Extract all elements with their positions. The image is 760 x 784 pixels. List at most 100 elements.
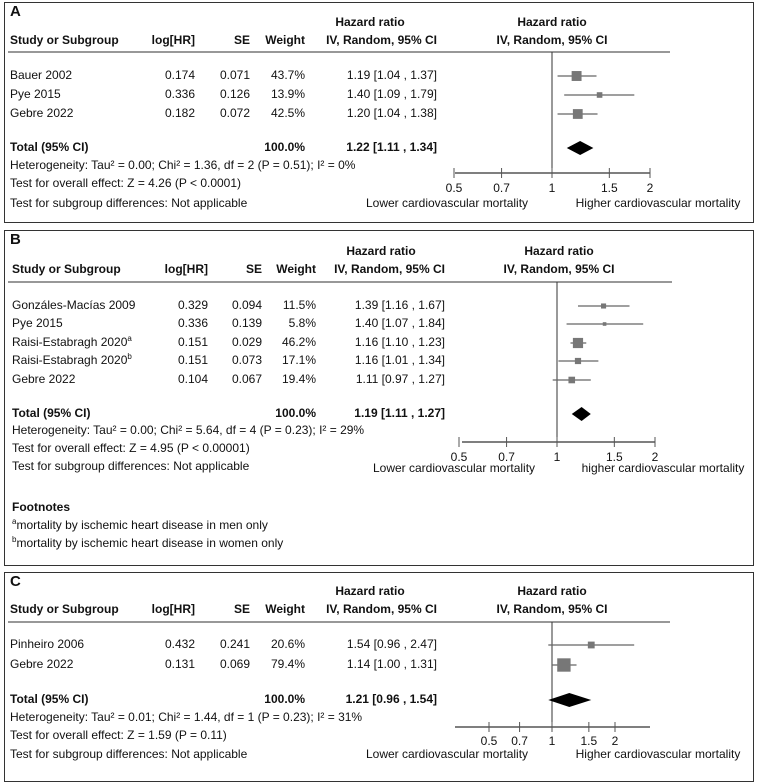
favours-higher-label: Higher cardiovascular mortality (576, 196, 741, 210)
total-hr-ci: 1.21 [0.96 , 1.54] (346, 692, 437, 706)
study-marker (587, 641, 595, 649)
plot-column-title: Hazard ratio (517, 15, 586, 29)
log-hr-value: 0.336 (178, 316, 208, 330)
hr-method-header: IV, Random, 95% CI (326, 33, 437, 47)
panel-b-frame (4, 230, 754, 566)
weight-value: 20.6% (271, 637, 305, 651)
log-hr-value: 0.336 (165, 87, 195, 101)
se-value: 0.069 (220, 657, 250, 671)
se-value: 0.094 (232, 298, 262, 312)
log-hr-value: 0.329 (178, 298, 208, 312)
study-name: Gebre 2022 (10, 106, 74, 120)
x-tick-label: 1 (554, 450, 561, 464)
study-marker (572, 109, 583, 119)
log-hr-column-header: log[HR] (165, 262, 208, 276)
plot-method-header: IV, Random, 95% CI (497, 33, 608, 47)
study-name: Pye 2015 (10, 87, 61, 101)
panel-a-frame (4, 2, 754, 223)
x-tick-label: 2 (652, 450, 659, 464)
study-name: Bauer 2002 (10, 68, 72, 82)
x-tick-label: 0.7 (493, 181, 510, 195)
study-column-header: Study or Subgroup (12, 262, 121, 276)
study-name-text: Gebre 2022 (10, 657, 74, 671)
hr-column-title: Hazard ratio (335, 15, 404, 29)
x-tick-label: 0.5 (481, 734, 498, 748)
log-hr-value: 0.104 (178, 372, 208, 386)
panel-c-frame (4, 572, 754, 782)
study-marker (596, 92, 603, 98)
study-name: Gebre 2022 (12, 372, 76, 386)
x-tick-label: 1.5 (601, 181, 618, 195)
total-label: Total (95% CI) (10, 692, 88, 706)
footnote-text: mortality by ischemic heart disease in m… (16, 518, 267, 532)
se-value: 0.071 (220, 68, 250, 82)
se-value: 0.067 (232, 372, 262, 386)
log-hr-column-header: log[HR] (152, 602, 195, 616)
study-marker (557, 658, 571, 672)
hr-ci-value: 1.40 [1.07 , 1.84] (355, 316, 445, 330)
log-hr-column-header: log[HR] (152, 33, 195, 47)
se-value: 0.073 (232, 353, 262, 367)
pooled-diamond (548, 693, 592, 707)
plot-column-title: Hazard ratio (524, 244, 593, 258)
hr-ci-value: 1.40 [1.09 , 1.79] (347, 87, 437, 101)
footnote-marker: b (12, 535, 17, 544)
total-label: Total (95% CI) (12, 406, 90, 420)
weight-value: 17.1% (282, 353, 316, 367)
favours-higher-label: higher cardiovascular mortality (582, 461, 745, 475)
subgroup-text: Test for subgroup differences: Not appli… (10, 747, 248, 761)
heterogeneity-text: Heterogeneity: Tau² = 0.00; Chi² = 1.36,… (10, 158, 356, 172)
weight-value: 11.5% (283, 298, 316, 312)
total-weight: 100.0% (275, 406, 316, 420)
footnotes-title: Footnotes (12, 500, 70, 514)
se-value: 0.139 (232, 316, 262, 330)
study-name-text: Gebre 2022 (10, 106, 74, 120)
hr-ci-value: 1.16 [1.01 , 1.34] (355, 353, 445, 367)
pooled-diamond (566, 141, 594, 155)
study-name-text: Gonzáles-Macías 2009 (12, 298, 136, 312)
study-marker (571, 71, 582, 81)
favours-lower-label: Lower cardiovascular mortality (366, 747, 528, 761)
x-tick-label: 1 (549, 734, 556, 748)
se-value: 0.029 (232, 335, 262, 349)
log-hr-value: 0.432 (165, 637, 195, 651)
weight-value: 46.2% (282, 335, 316, 349)
x-tick-label: 0.5 (446, 181, 463, 195)
study-marker (602, 322, 607, 326)
study-name-text: Gebre 2022 (12, 372, 76, 386)
weight-value: 43.7% (271, 68, 305, 82)
weight-value: 5.8% (289, 316, 317, 330)
footnote: bmortality by ischemic heart disease in … (12, 535, 283, 550)
favours-lower-label: Lower cardiovascular mortality (366, 196, 528, 210)
study-name-text: Raisi-Estabragh 2020 (12, 353, 128, 367)
study-name-text: Bauer 2002 (10, 68, 72, 82)
log-hr-value: 0.174 (165, 68, 195, 82)
se-value: 0.126 (220, 87, 250, 101)
study-name-text: Pye 2015 (12, 316, 63, 330)
hr-ci-value: 1.39 [1.16 , 1.67] (355, 298, 445, 312)
hr-column-title: Hazard ratio (335, 584, 404, 598)
plot-method-header: IV, Random, 95% CI (497, 602, 608, 616)
x-tick-label: 1.5 (581, 734, 598, 748)
study-name: Raisi-Estabragh 2020b (12, 352, 132, 367)
total-weight: 100.0% (264, 692, 305, 706)
panel-label: A (10, 3, 21, 20)
study-footnote-marker: b (127, 352, 132, 361)
study-column-header: Study or Subgroup (10, 33, 119, 47)
footnote-marker: a (12, 517, 17, 526)
footnote: amortality by ischemic heart disease in … (12, 517, 268, 532)
weight-column-header: Weight (265, 602, 305, 616)
study-column-header: Study or Subgroup (10, 602, 119, 616)
panel-label: B (10, 231, 21, 248)
x-tick-label: 1.5 (606, 450, 623, 464)
hr-method-header: IV, Random, 95% CI (334, 262, 445, 276)
study-name-text: Pye 2015 (10, 87, 61, 101)
hr-ci-value: 1.11 [0.97 , 1.27] (356, 372, 445, 386)
study-name: Gonzáles-Macías 2009 (12, 298, 136, 312)
weight-value: 19.4% (282, 372, 316, 386)
x-tick-label: 2 (647, 181, 654, 195)
panel-label: C (10, 573, 21, 590)
study-footnote-marker: a (127, 334, 132, 343)
pooled-diamond (571, 407, 591, 421)
